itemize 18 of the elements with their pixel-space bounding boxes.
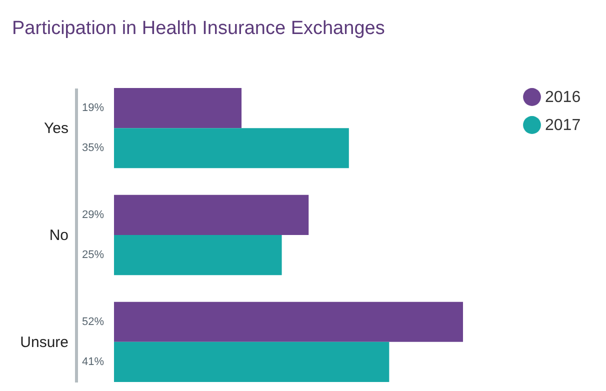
bar bbox=[114, 302, 463, 342]
legend-label: 2017 bbox=[545, 117, 581, 134]
chart-title: Participation in Health Insurance Exchanges bbox=[12, 18, 385, 39]
bar bbox=[114, 342, 390, 382]
bar bbox=[114, 128, 349, 168]
bar bbox=[114, 194, 309, 235]
legend-label: 2016 bbox=[545, 89, 581, 106]
data-label: 25% bbox=[82, 249, 104, 262]
data-label: 29% bbox=[82, 208, 104, 221]
y-tick-label: No bbox=[49, 227, 68, 244]
data-label: 35% bbox=[82, 142, 104, 154]
y-tick-label: Unsure bbox=[20, 334, 68, 351]
data-label: 41% bbox=[82, 356, 104, 368]
bar bbox=[114, 235, 282, 276]
data-label: 19% bbox=[82, 102, 104, 114]
y-tick-label: Yes bbox=[44, 120, 68, 138]
bar bbox=[114, 88, 242, 128]
data-label: 52% bbox=[82, 316, 104, 328]
